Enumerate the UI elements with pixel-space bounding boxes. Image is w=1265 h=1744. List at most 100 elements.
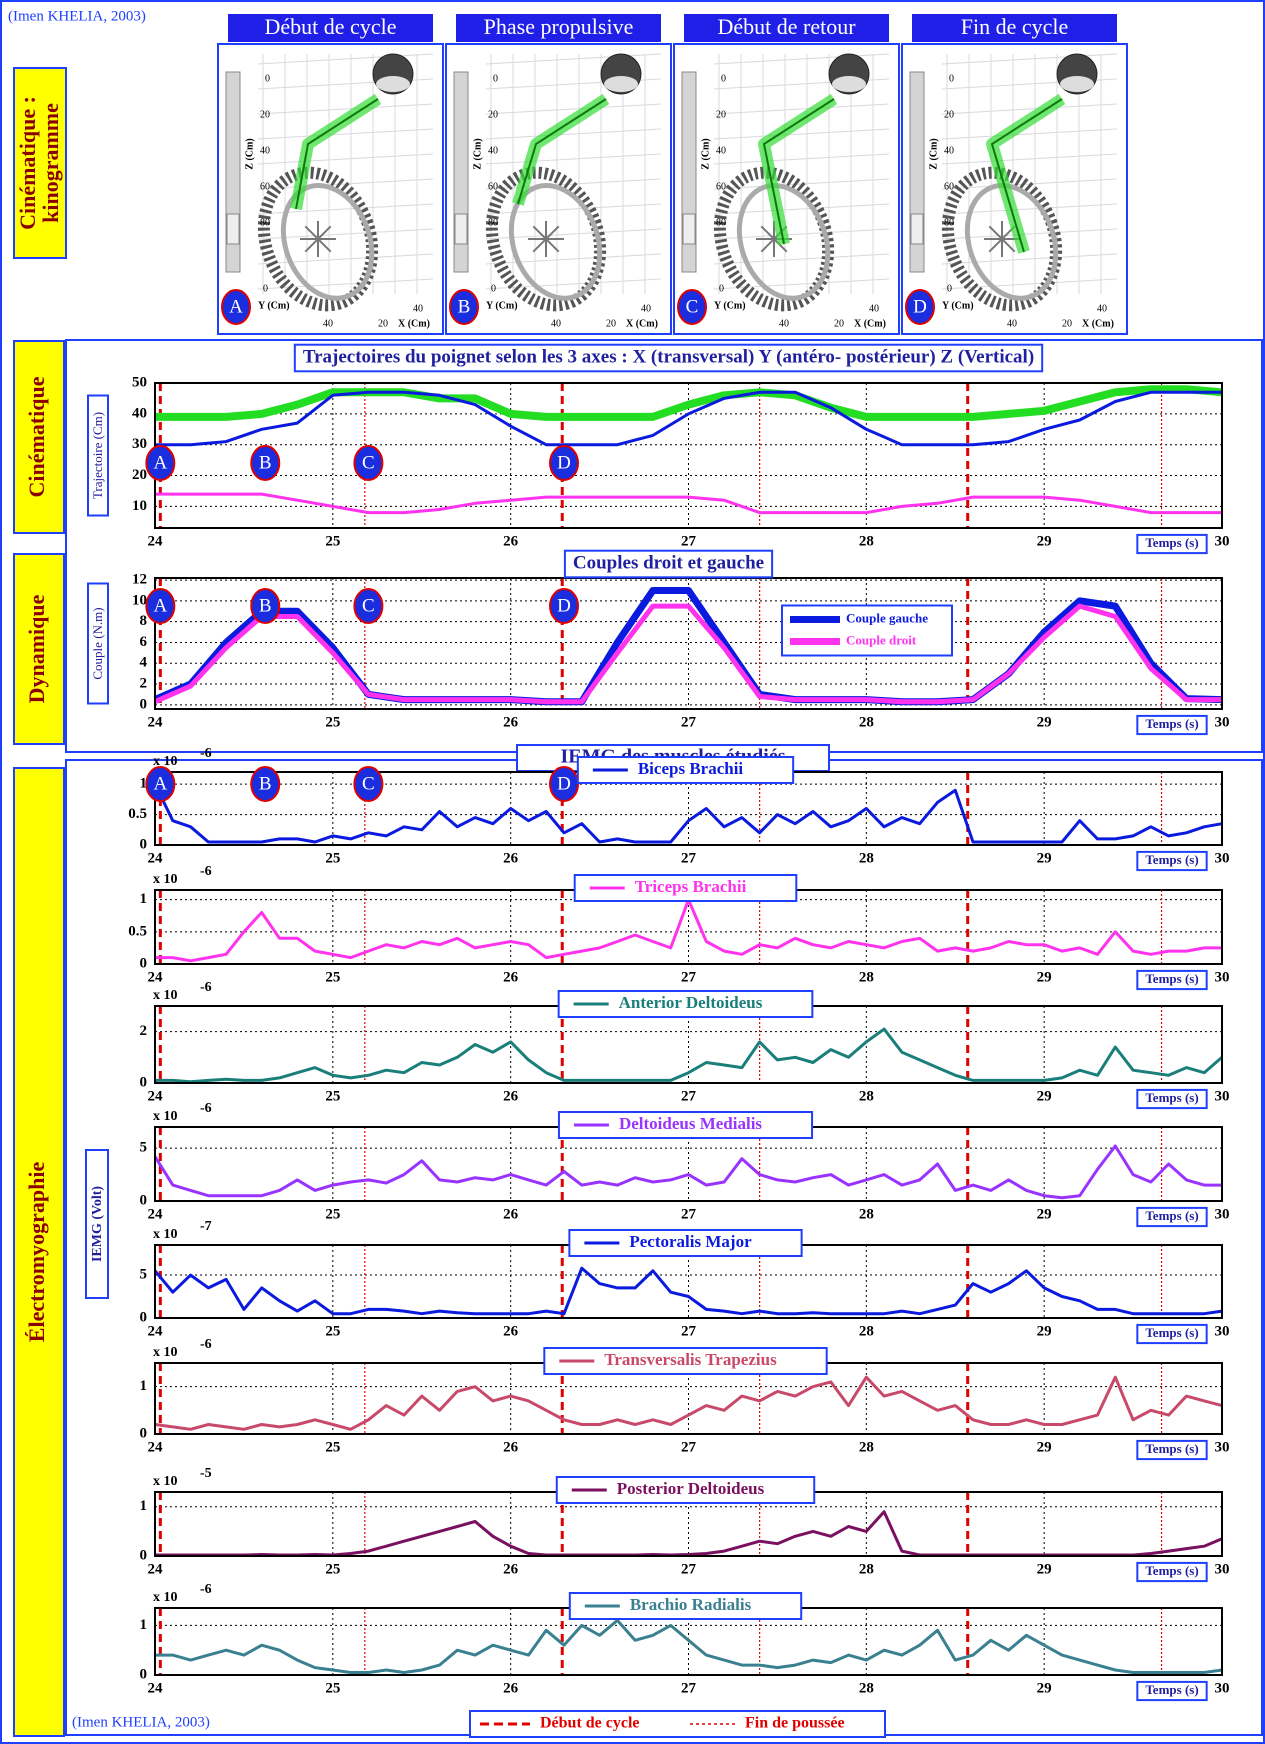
phase-label: D [557,452,571,473]
legend-label: Fin de poussée [745,1715,845,1732]
kinogram-tick: 0 [719,283,724,294]
phase-marker [549,588,580,624]
x-tick-label: 24 [148,1088,164,1104]
x-tick-label: 25 [325,1206,340,1222]
x-tick-label: 24 [148,533,164,549]
x-axis-label-group: Temps (s) [1136,1439,1208,1461]
kinogram-axis-label: Y (Cm) [714,300,746,311]
series-line [155,1618,1223,1674]
phase-marker [353,588,384,624]
kinogram-tick: 40 [323,318,333,329]
kinogram-tick: 40 [1097,303,1107,314]
legend-label: Début de cycle [540,1715,640,1732]
legend-label: Pectoralis Major [629,1232,752,1251]
y-tick-label: 20 [132,467,147,483]
kinogram-axis-label: Z (Cm) [928,138,939,169]
phase-marker [353,445,384,481]
x-axis-label: Temps (s) [1145,535,1198,550]
x-axis-label: Temps (s) [1145,1325,1198,1340]
kinogram-axis-label: Z (Cm) [472,138,483,169]
x-tick-label: 28 [859,969,874,985]
arm-outline [762,98,835,245]
x-tick-label: 26 [503,1088,519,1104]
x-tick-label: 25 [325,1561,340,1577]
kinogram-tick: 40 [641,303,651,314]
kinogram-tick: 0 [263,283,268,294]
x-tick-label: 28 [859,714,874,730]
legend-label: Triceps Brachii [635,877,747,896]
section-label: Cinématique [24,376,49,497]
y-tick-label: 6 [140,634,148,650]
kinogram-grid [941,153,1118,165]
legend-label: Deltoideus Medialis [619,1114,762,1133]
kinogram-title: Début de retour [717,14,856,39]
x-tick-label: 29 [1037,969,1052,985]
y-tick-label: 2 [140,675,148,691]
kinogram-tick: 20 [488,109,498,120]
x-tick-label: 29 [1037,1680,1052,1696]
y-tick-label: 1 [140,1617,148,1633]
arm-outline [990,98,1063,253]
kinogram-grid [257,103,434,115]
wheel-hand-rim [508,183,603,301]
x-axis-label-box [1136,1206,1208,1228]
x-tick-label: 29 [1037,714,1052,730]
x-tick-label: 30 [1215,1680,1230,1696]
x-axis-label: Temps (s) [1145,1208,1198,1223]
wheel-spoke [988,225,1016,253]
y-tick-label: 5 [140,1266,148,1282]
x-tick-label: 30 [1215,969,1230,985]
x-tick-label: 27 [681,1323,697,1339]
kinogram-grid [485,103,662,115]
x-axis-label: Temps (s) [1145,1563,1198,1578]
series-line [153,1144,1222,1200]
x-tick-label: 29 [1037,1323,1052,1339]
chart-title-box [563,549,774,579]
kinogram-frame [445,43,672,335]
x-tick-label: 30 [1215,850,1230,866]
y-tick-label: 8 [140,613,148,629]
kinogram-grid [485,278,662,290]
phase-label: B [259,773,272,794]
kinogram-tick: 20 [606,318,616,329]
phase-label: D [557,773,571,794]
kinogram-grid [941,103,1118,115]
x-tick-label: 26 [503,1206,519,1222]
kinogram-tick: 40 [869,303,879,314]
kinogram-grid [257,278,434,290]
phase-marker [145,445,176,481]
series-line [155,385,1223,421]
x-axis-label-group: Temps (s) [1136,1680,1208,1702]
x-tick-label: 25 [325,1439,340,1455]
phase-marker [905,289,935,325]
chart-title: Couples droit et gauche [573,552,764,573]
y-tick-label: 0 [140,836,148,852]
x-tick-label: 29 [1037,1088,1052,1104]
kinogram-tick: 60 [716,181,726,192]
kinogram-grid [713,278,890,290]
x-tick-label: 26 [503,1323,519,1339]
kinogram-axis-label: X (Cm) [626,318,658,329]
kinogram-tick: 20 [1062,318,1072,329]
x-tick-label: 30 [1215,1206,1230,1222]
legend-label: Couple gauche [846,610,928,625]
chart-title-group: Couples droit et gauche [563,549,774,579]
x-tick-label: 26 [503,969,519,985]
x-axis-label-group: Temps (s) [1136,533,1208,555]
kinogram-tick: 20 [378,318,388,329]
scrollbar-thumb [682,213,696,245]
kinogram-tick: 80 [944,217,954,228]
x-tick-label: 28 [859,1561,874,1577]
head-highlight [1060,76,1094,92]
chart-title-group: Trajectoires du poignet selon les 3 axes… [293,343,1044,373]
kinogram-grid [485,228,662,240]
x-axis-label: Temps (s) [1145,1090,1198,1105]
kinogram-tick: 0 [493,73,498,84]
kinogram-grid [485,178,662,190]
section-label: Dynamique [24,594,49,703]
kinogram-grid [485,253,662,265]
x-tick-label: 29 [1037,1439,1052,1455]
phase-marker [449,289,479,325]
section-label: kinogramme [38,103,63,223]
